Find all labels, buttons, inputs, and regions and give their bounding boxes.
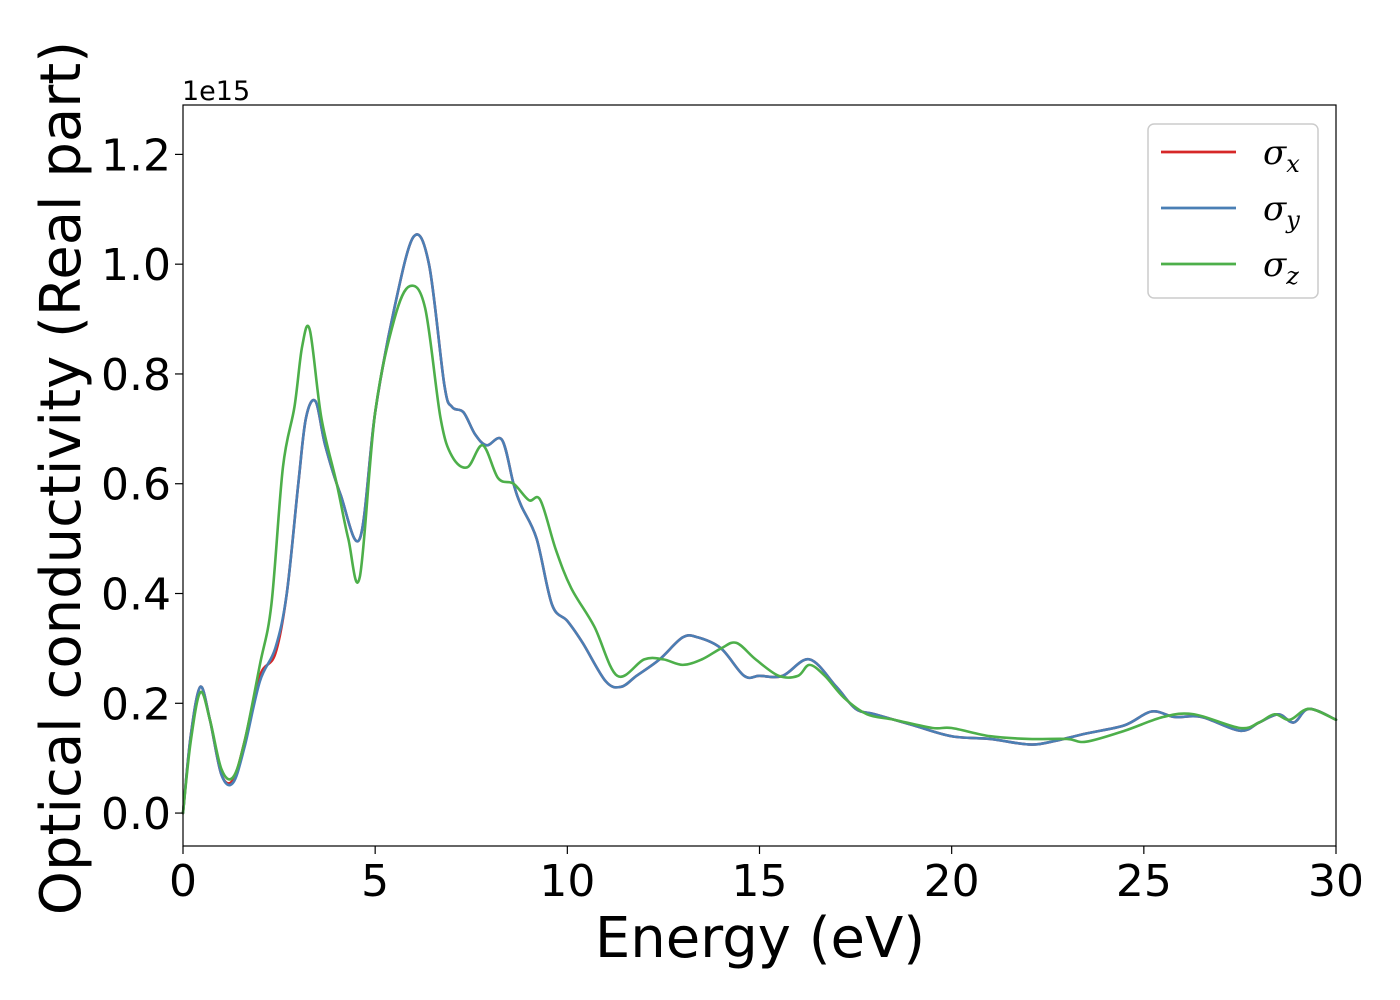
x-tick-label: 25 (1116, 856, 1172, 907)
y-axis-ticks: 0.0 0.2 0.4 0.6 0.8 1.0 1.2 (101, 130, 183, 840)
legend-label-sigma-x: σx (1263, 133, 1300, 178)
series-layer (181, 233, 1338, 815)
legend: σx σy σz (1147, 123, 1319, 299)
legend-label-sigma-z: σz (1263, 245, 1299, 290)
x-tick-label: 5 (361, 856, 389, 907)
x-tick-label: 10 (539, 856, 595, 907)
x-tick-label: 0 (169, 856, 197, 907)
x-axis-ticks: 0 5 10 15 20 25 30 (169, 846, 1364, 907)
y-tick-label: 0.8 (101, 350, 171, 401)
y-tick-label: 1.0 (101, 240, 171, 291)
series-line-sigma-z (181, 284, 1338, 815)
y-tick-label: 0.0 (101, 789, 171, 840)
y-tick-label: 0.6 (101, 460, 171, 511)
y-tick-label: 0.2 (101, 679, 171, 730)
y-tick-label: 0.4 (101, 570, 171, 621)
y-axis-label: Optical conductivity (Real part) (29, 41, 94, 915)
plot-area (181, 104, 1338, 847)
x-tick-label: 15 (732, 856, 788, 907)
x-tick-label: 20 (924, 856, 980, 907)
y-axis-offset-label: 1e15 (182, 76, 250, 107)
y-tick-label: 1.2 (101, 130, 171, 181)
legend-box (1147, 123, 1319, 299)
x-axis-label: Energy (eV) (595, 906, 925, 971)
x-tick-label: 30 (1308, 856, 1364, 907)
legend-label-sigma-y: σy (1263, 189, 1300, 234)
